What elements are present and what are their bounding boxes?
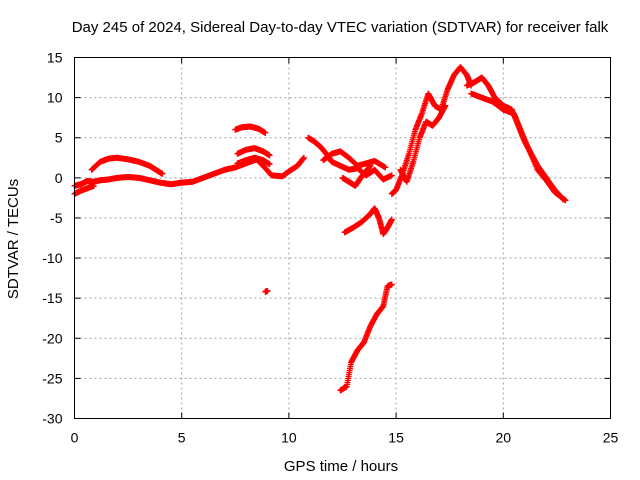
series-low-8h xyxy=(234,154,273,168)
x-tick-label: 25 xyxy=(603,430,619,446)
y-tick-label: 10 xyxy=(47,90,63,106)
chart-title: Day 245 of 2024, Sidereal Day-to-day VTE… xyxy=(72,19,609,36)
series-tracks-11-15h-b xyxy=(320,148,389,171)
data-point xyxy=(264,287,271,294)
series-upper-arc xyxy=(88,154,166,177)
x-tick-label: 0 xyxy=(71,430,79,446)
x-tick-label: 20 xyxy=(496,430,512,446)
y-tick-label: 5 xyxy=(55,130,63,146)
data-point xyxy=(561,196,568,203)
data-point xyxy=(367,162,374,169)
y-tick-label: 15 xyxy=(47,50,63,66)
x-tick-label: 10 xyxy=(281,430,297,446)
axis-ticks: 0 5 10 15 20 25 -30 -25 -20 -15 -10 -5 0 5 10 15 xyxy=(42,50,618,446)
data-point xyxy=(382,164,389,171)
y-axis-label: SDTVAR / TECUs xyxy=(5,179,22,299)
data-point xyxy=(388,281,395,288)
x-tick-label: 15 xyxy=(388,430,404,446)
data-point xyxy=(262,129,269,136)
series-tracks-11-15h xyxy=(305,134,395,183)
series-rise-15-18h xyxy=(388,64,475,197)
y-tick-label: -10 xyxy=(42,250,62,266)
data-point xyxy=(159,170,166,177)
series-decline-b xyxy=(468,90,569,204)
series-isolated xyxy=(262,287,271,295)
data-point xyxy=(90,182,97,189)
data-point xyxy=(388,172,395,179)
x-tick-label: 5 xyxy=(178,430,186,446)
series-tracks-11-15h-c xyxy=(339,162,374,189)
y-tick-label: -15 xyxy=(42,290,62,306)
data-point xyxy=(388,216,395,223)
y-tick-label: -20 xyxy=(42,330,62,346)
grid xyxy=(74,57,611,419)
series-deep xyxy=(337,281,395,394)
data-point xyxy=(366,163,373,170)
plot-frame xyxy=(74,57,611,419)
y-tick-label: 0 xyxy=(55,170,63,186)
series-rise-b xyxy=(397,102,449,185)
data-point xyxy=(562,197,569,204)
series-arc-8h xyxy=(232,123,269,136)
data-point xyxy=(442,102,449,109)
y-tick-label: -5 xyxy=(50,210,63,226)
data-point xyxy=(266,152,273,159)
data-point xyxy=(300,154,307,161)
y-tick-label: -30 xyxy=(42,411,62,427)
x-axis-label: GPS time / hours xyxy=(284,458,398,475)
data-marks xyxy=(71,64,569,394)
series-neg-13h xyxy=(341,205,395,237)
data-point xyxy=(266,161,273,168)
series-mid-8h xyxy=(234,145,273,159)
y-tick-label: -25 xyxy=(42,370,62,386)
